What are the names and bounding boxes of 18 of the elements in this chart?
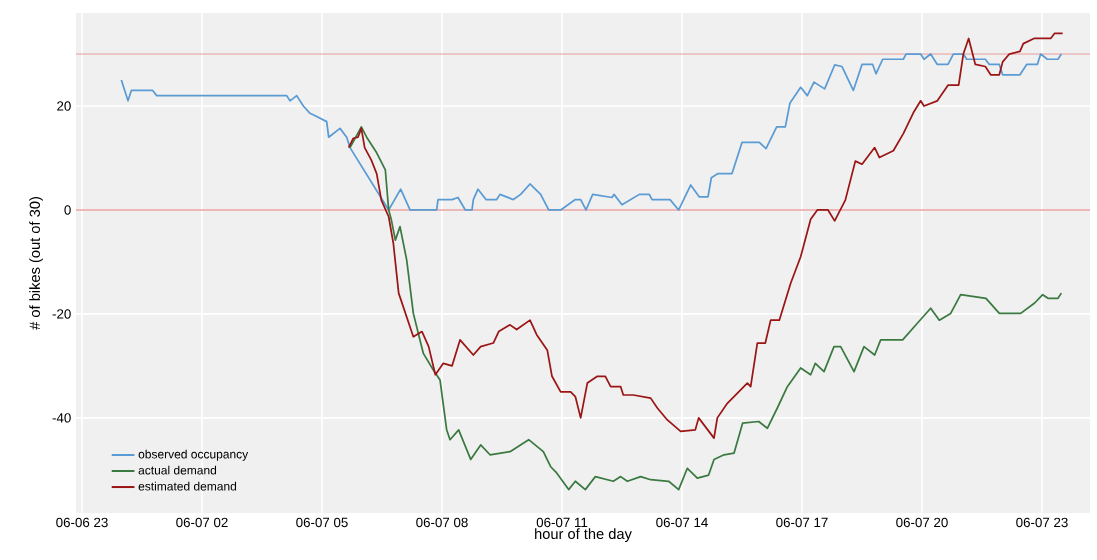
y-tick-label: -40: [52, 413, 71, 423]
x-tick-label: 06-07 11: [536, 517, 588, 528]
x-tick-label: 06-07 20: [896, 517, 948, 528]
legend-label: actual demand: [138, 465, 217, 475]
legend-label: estimated demand: [138, 481, 237, 491]
y-tick-label: 0: [64, 205, 71, 215]
y-axis-title: # of bikes (out of 30): [29, 197, 43, 330]
x-tick-label: 06-07 08: [416, 517, 468, 528]
x-tick-label: 06-07 02: [176, 517, 228, 528]
x-axis-title: hour of the day: [535, 528, 632, 542]
legend-label: observed occupancy: [138, 449, 249, 461]
x-tick-label: 06-07 05: [296, 517, 348, 528]
y-tick-label: -20: [52, 309, 71, 319]
y-tick-label: 20: [57, 101, 71, 111]
x-tick-label: 06-07 23: [1016, 517, 1068, 528]
x-tick-label: 06-07 14: [656, 517, 708, 528]
x-tick-label: 06-07 17: [776, 517, 828, 528]
x-tick-label: 06-06 23: [56, 517, 108, 528]
